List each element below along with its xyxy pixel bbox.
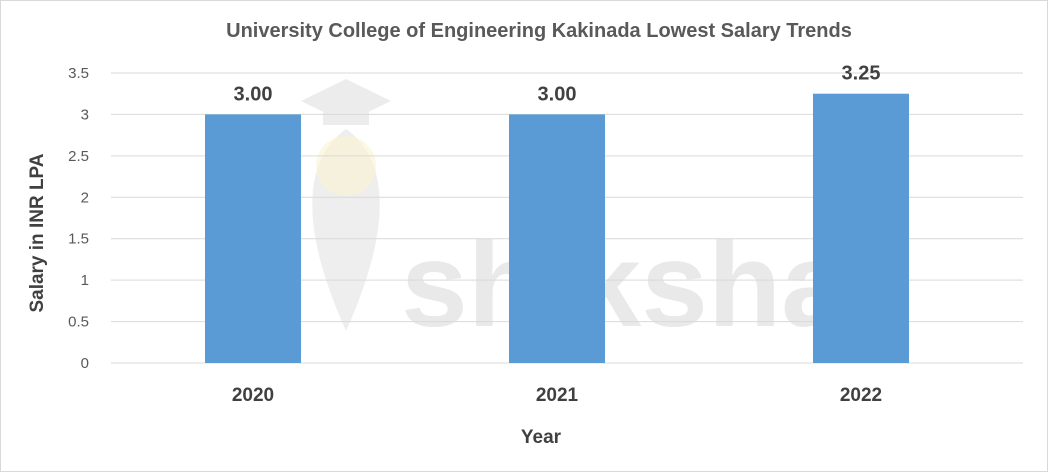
- y-tick-label: 3.5: [68, 65, 89, 82]
- bar-2021: [509, 114, 605, 363]
- bars: [205, 93, 909, 363]
- y-tick-label: 0.5: [68, 314, 89, 331]
- data-label-2022: 3.25: [842, 63, 881, 85]
- bar-2022: [813, 93, 909, 363]
- y-axis-label: Salary in INR LPA: [27, 153, 48, 312]
- x-axis-label: Year: [521, 427, 562, 448]
- x-category-label: 2020: [232, 385, 274, 406]
- x-axis-categories: 2020 2021 2022: [232, 385, 882, 406]
- y-tick-label: 2.5: [68, 148, 89, 165]
- y-tick-label: 0: [81, 355, 89, 372]
- data-label-2021: 3.00: [538, 83, 577, 105]
- x-category-label: 2022: [840, 385, 882, 406]
- bar-2020: [205, 114, 301, 363]
- data-labels: 3.00 3.00 3.25: [234, 63, 881, 106]
- y-tick-label: 1.5: [68, 231, 89, 248]
- y-tick-label: 3: [81, 106, 89, 123]
- y-tick-label: 2: [81, 189, 89, 206]
- watermark-text: shiksha: [401, 218, 849, 352]
- y-tick-label: 1: [81, 272, 89, 289]
- data-label-2020: 3.00: [234, 83, 273, 105]
- x-category-label: 2021: [536, 385, 579, 406]
- chart-title: University College of Engineering Kakina…: [226, 20, 852, 42]
- y-axis-ticks: 0 0.5 1 1.5 2 2.5 3 3.5: [68, 65, 89, 372]
- graduation-cap-icon: [301, 79, 391, 331]
